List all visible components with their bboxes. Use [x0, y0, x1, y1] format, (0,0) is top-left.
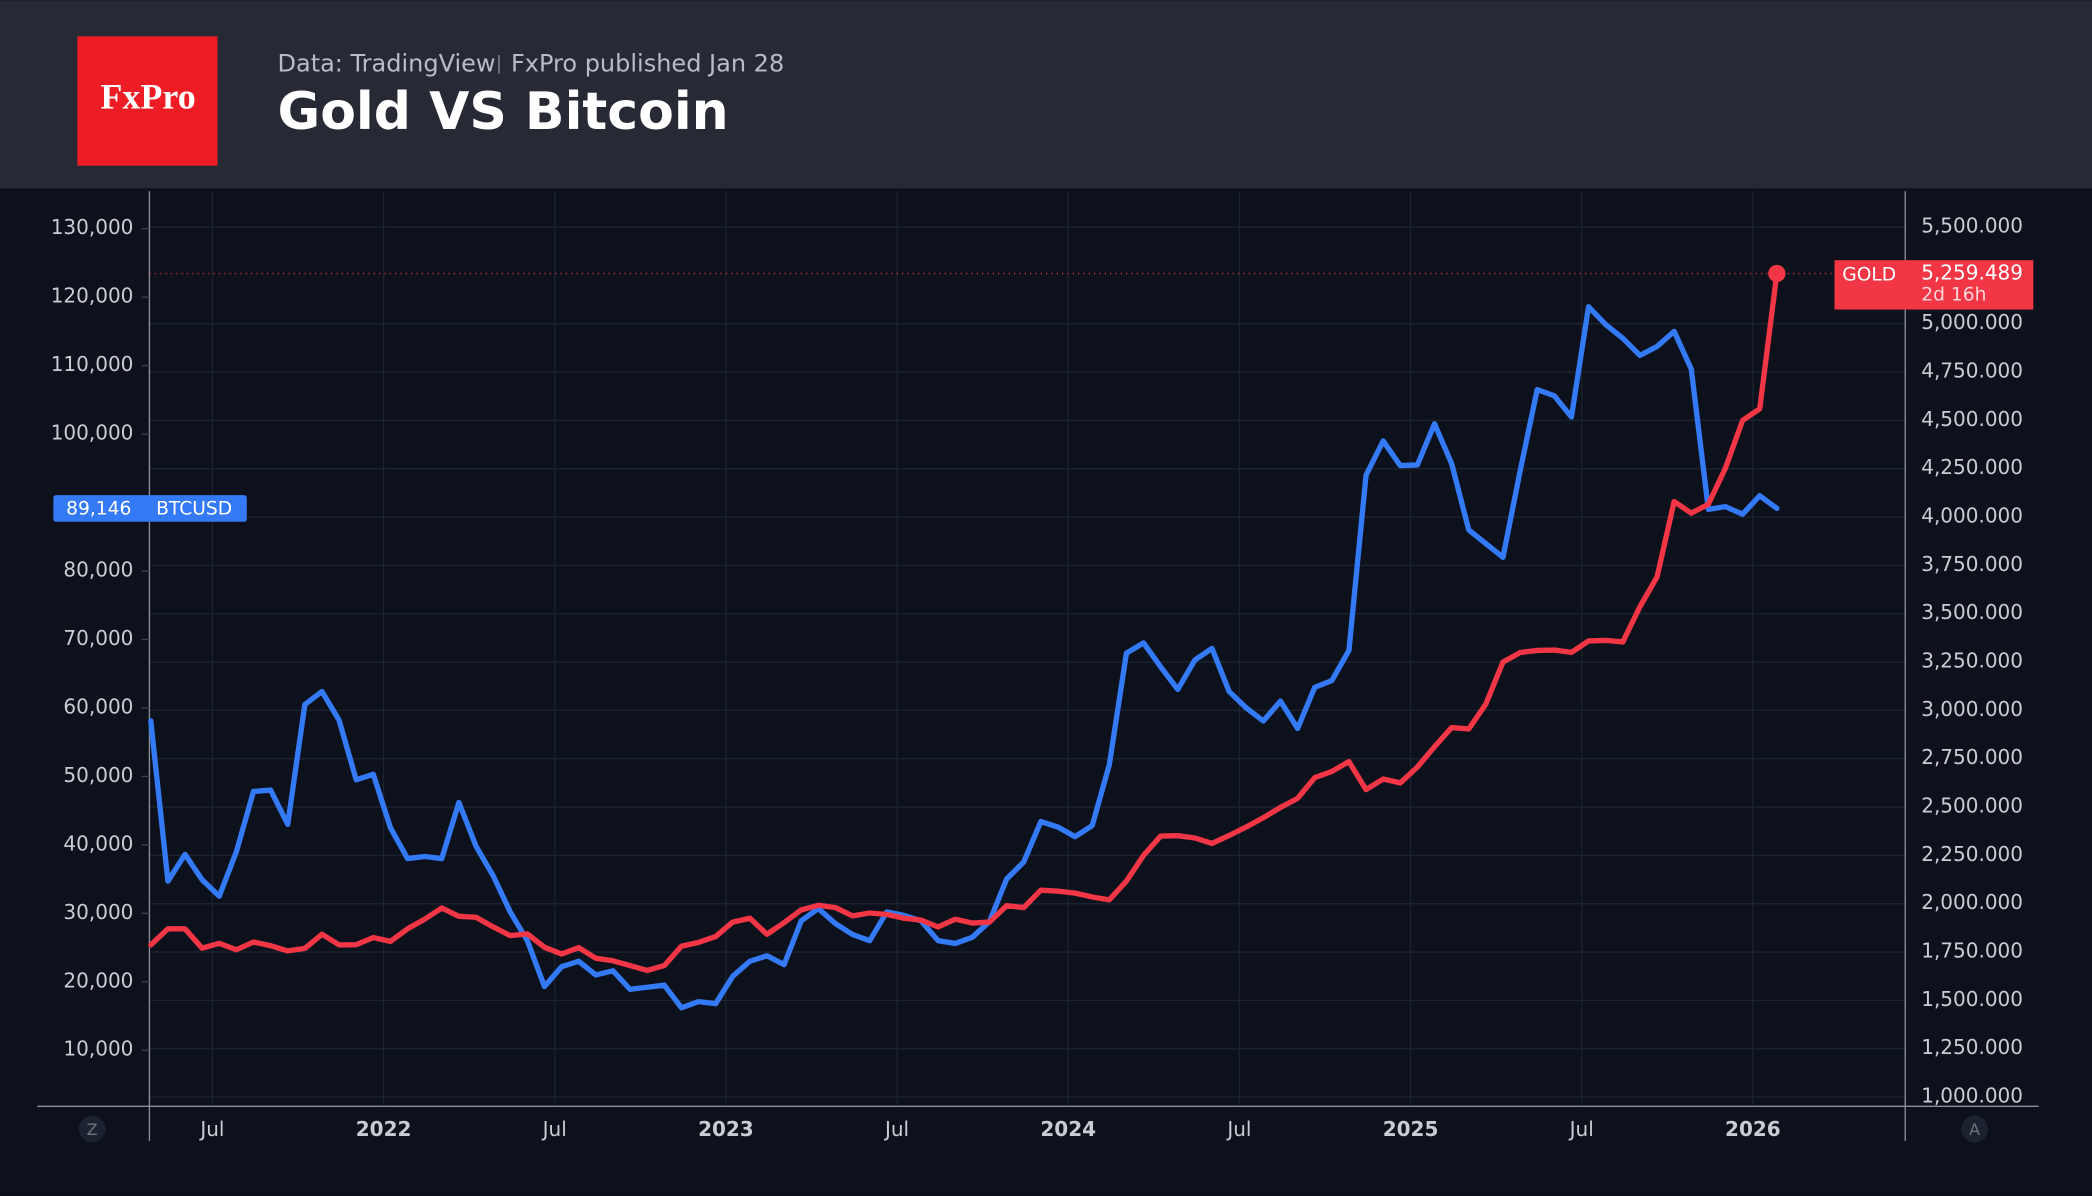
y2-tick-label: 5,000.000	[1921, 310, 2023, 334]
x-tick-label: Jul	[198, 1117, 224, 1141]
y2-tick-label: 1,750.000	[1921, 939, 2023, 963]
header-bar	[0, 0, 2092, 189]
value-label: 89,146	[66, 499, 131, 520]
y-tick-label: 110,000	[51, 352, 134, 376]
y-tick-label: 80,000	[63, 558, 133, 582]
y-tick-label: 40,000	[63, 831, 133, 855]
y2-tick-label: 2,500.000	[1921, 794, 2023, 818]
price-tag	[1834, 260, 2034, 310]
countdown: 2d 16h	[1921, 284, 1986, 305]
x-tick-label: 2023	[698, 1117, 754, 1141]
x-tick-label: Jul	[1568, 1117, 1594, 1141]
y2-tick-label: 4,000.000	[1921, 504, 2023, 528]
auto-button[interactable]	[1961, 1115, 1988, 1143]
series-line	[148, 270, 1780, 974]
x-tick-label: 2025	[1383, 1117, 1439, 1141]
chart-title: Gold VS Bitcoin	[278, 82, 729, 142]
y2-tick-label: 3,000.000	[1921, 697, 2023, 721]
grid	[149, 191, 1906, 1105]
x-tick-label: Jul	[541, 1117, 567, 1141]
y-tick-label: 130,000	[51, 215, 134, 239]
series-name: GOLD	[1842, 264, 1896, 285]
source: Data: TradingView	[278, 49, 496, 77]
x-tick-label: Jul	[1225, 1117, 1251, 1141]
y2-tick-label: 2,750.000	[1921, 745, 2023, 769]
publisher: FxPro published Jan 28	[511, 49, 784, 77]
y-tick-label: 50,000	[63, 763, 133, 787]
y-tick-label: 30,000	[63, 900, 133, 924]
zoom-button[interactable]	[78, 1115, 106, 1143]
y-tick-label: 70,000	[63, 626, 133, 650]
series-line	[148, 304, 1780, 1011]
x-tick-label: 2024	[1040, 1117, 1096, 1141]
y2-tick-label: 4,500.000	[1921, 407, 2023, 431]
series-name: BTCUSD	[156, 499, 232, 520]
y-tick-label: 100,000	[51, 421, 134, 445]
y2-tick-label: 5,500.000	[1921, 214, 2023, 238]
y2-tick-label: 2,000.000	[1921, 890, 2023, 914]
logo: FxPro	[100, 77, 195, 117]
x-tick-label: Jul	[883, 1117, 909, 1141]
y2-tick-label: 1,500.000	[1921, 987, 2023, 1011]
value-label: 5,259.489	[1921, 261, 2023, 285]
y2-tick-label: 1,000.000	[1921, 1084, 2023, 1108]
auto-label[interactable]: A	[1969, 1120, 1980, 1139]
last-point	[1768, 264, 1786, 283]
x-tick-label: 2022	[356, 1117, 412, 1141]
y2-tick-label: 1,250.000	[1921, 1035, 2023, 1059]
y-tick-label: 20,000	[63, 968, 133, 992]
y2-tick-label: 3,500.000	[1921, 600, 2023, 624]
x-tick-label: 2026	[1725, 1117, 1781, 1141]
y2-tick-label: 4,250.000	[1921, 455, 2023, 479]
y-tick-label: 120,000	[51, 284, 134, 308]
y2-tick-label: 2,250.000	[1921, 842, 2023, 866]
y2-tick-label: 3,750.000	[1921, 552, 2023, 576]
y2-tick-label: 4,750.000	[1921, 359, 2023, 383]
zoom-label[interactable]: Z	[87, 1120, 98, 1139]
y-tick-label: 60,000	[63, 694, 133, 718]
price-tag	[53, 495, 247, 522]
y-tick-label: 10,000	[63, 1037, 133, 1061]
y2-tick-label: 3,250.000	[1921, 649, 2023, 673]
logo-box	[77, 36, 218, 166]
